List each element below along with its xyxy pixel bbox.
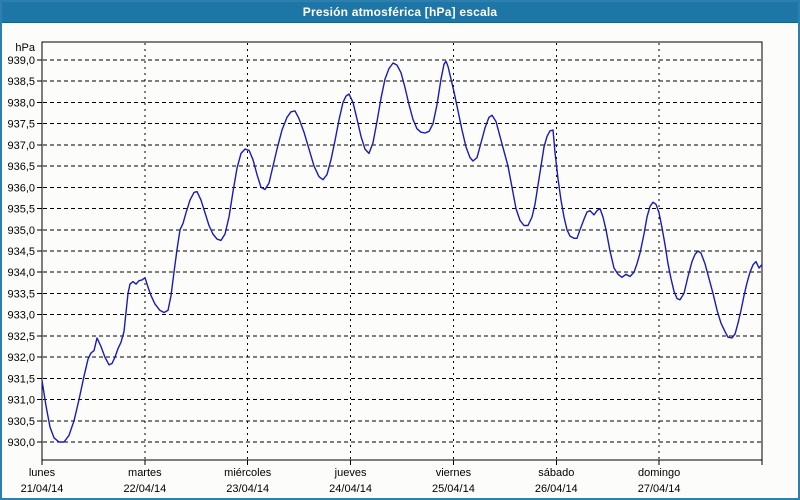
x-day-date: 23/04/14: [226, 483, 269, 495]
x-day-date: 26/04/14: [535, 483, 578, 495]
chart-title: Presión atmosférica [hPa] escala: [302, 5, 498, 19]
y-tick-label: 938,0: [7, 97, 35, 109]
grid-lines: [43, 43, 761, 459]
x-day-name: domingo: [638, 467, 680, 479]
x-axis-labels: lunes 21/04/14 martes 22/04/14 miércoles 23/0…: [21, 467, 681, 495]
y-tick-label: 937,5: [7, 119, 35, 131]
x-day-date: 24/04/14: [329, 483, 372, 495]
x-day-name: miércoles: [224, 467, 272, 479]
title-bar: Presión atmosférica [hPa] escala: [2, 2, 798, 23]
y-tick-label: 932,0: [7, 352, 35, 364]
x-day-date: 25/04/14: [432, 483, 475, 495]
y-tick-label: 931,5: [7, 373, 35, 385]
x-day-date: 21/04/14: [21, 483, 64, 495]
x-day-date: 27/04/14: [638, 483, 681, 495]
y-tick-label: 936,0: [7, 182, 35, 194]
y-tick-label: 933,0: [7, 310, 35, 322]
y-tick-label: 935,5: [7, 204, 35, 216]
y-axis-labels: 939,0 938,5 938,0 937,5 937,0 936,5 936,0 935,5…: [7, 42, 35, 449]
plot-border: [41, 41, 763, 461]
y-tick-label: 930,5: [7, 416, 35, 428]
y-tick-label: 932,5: [7, 331, 35, 343]
y-tick-label: 930,0: [7, 437, 35, 449]
x-day-name: jueves: [334, 467, 367, 479]
y-tick-label: 931,0: [7, 395, 35, 407]
y-tick-label: 938,5: [7, 76, 35, 88]
y-tick-label: 934,5: [7, 246, 35, 258]
x-day-name: lunes: [29, 467, 56, 479]
y-tick-label: 933,5: [7, 288, 35, 300]
y-tick-label: 935,0: [7, 225, 35, 237]
x-day-date: 22/04/14: [123, 483, 166, 495]
y-axis-unit: hPa: [15, 42, 35, 54]
y-tick-label: 936,5: [7, 161, 35, 173]
y-tick-label: 934,0: [7, 267, 35, 279]
y-tick-label: 939,0: [7, 55, 35, 67]
pressure-line: [41, 60, 763, 443]
x-day-name: sábado: [538, 467, 574, 479]
y-tick-label: 937,0: [7, 140, 35, 152]
axes: [37, 59, 763, 465]
x-day-name: martes: [128, 467, 162, 479]
x-day-name: viernes: [436, 467, 472, 479]
